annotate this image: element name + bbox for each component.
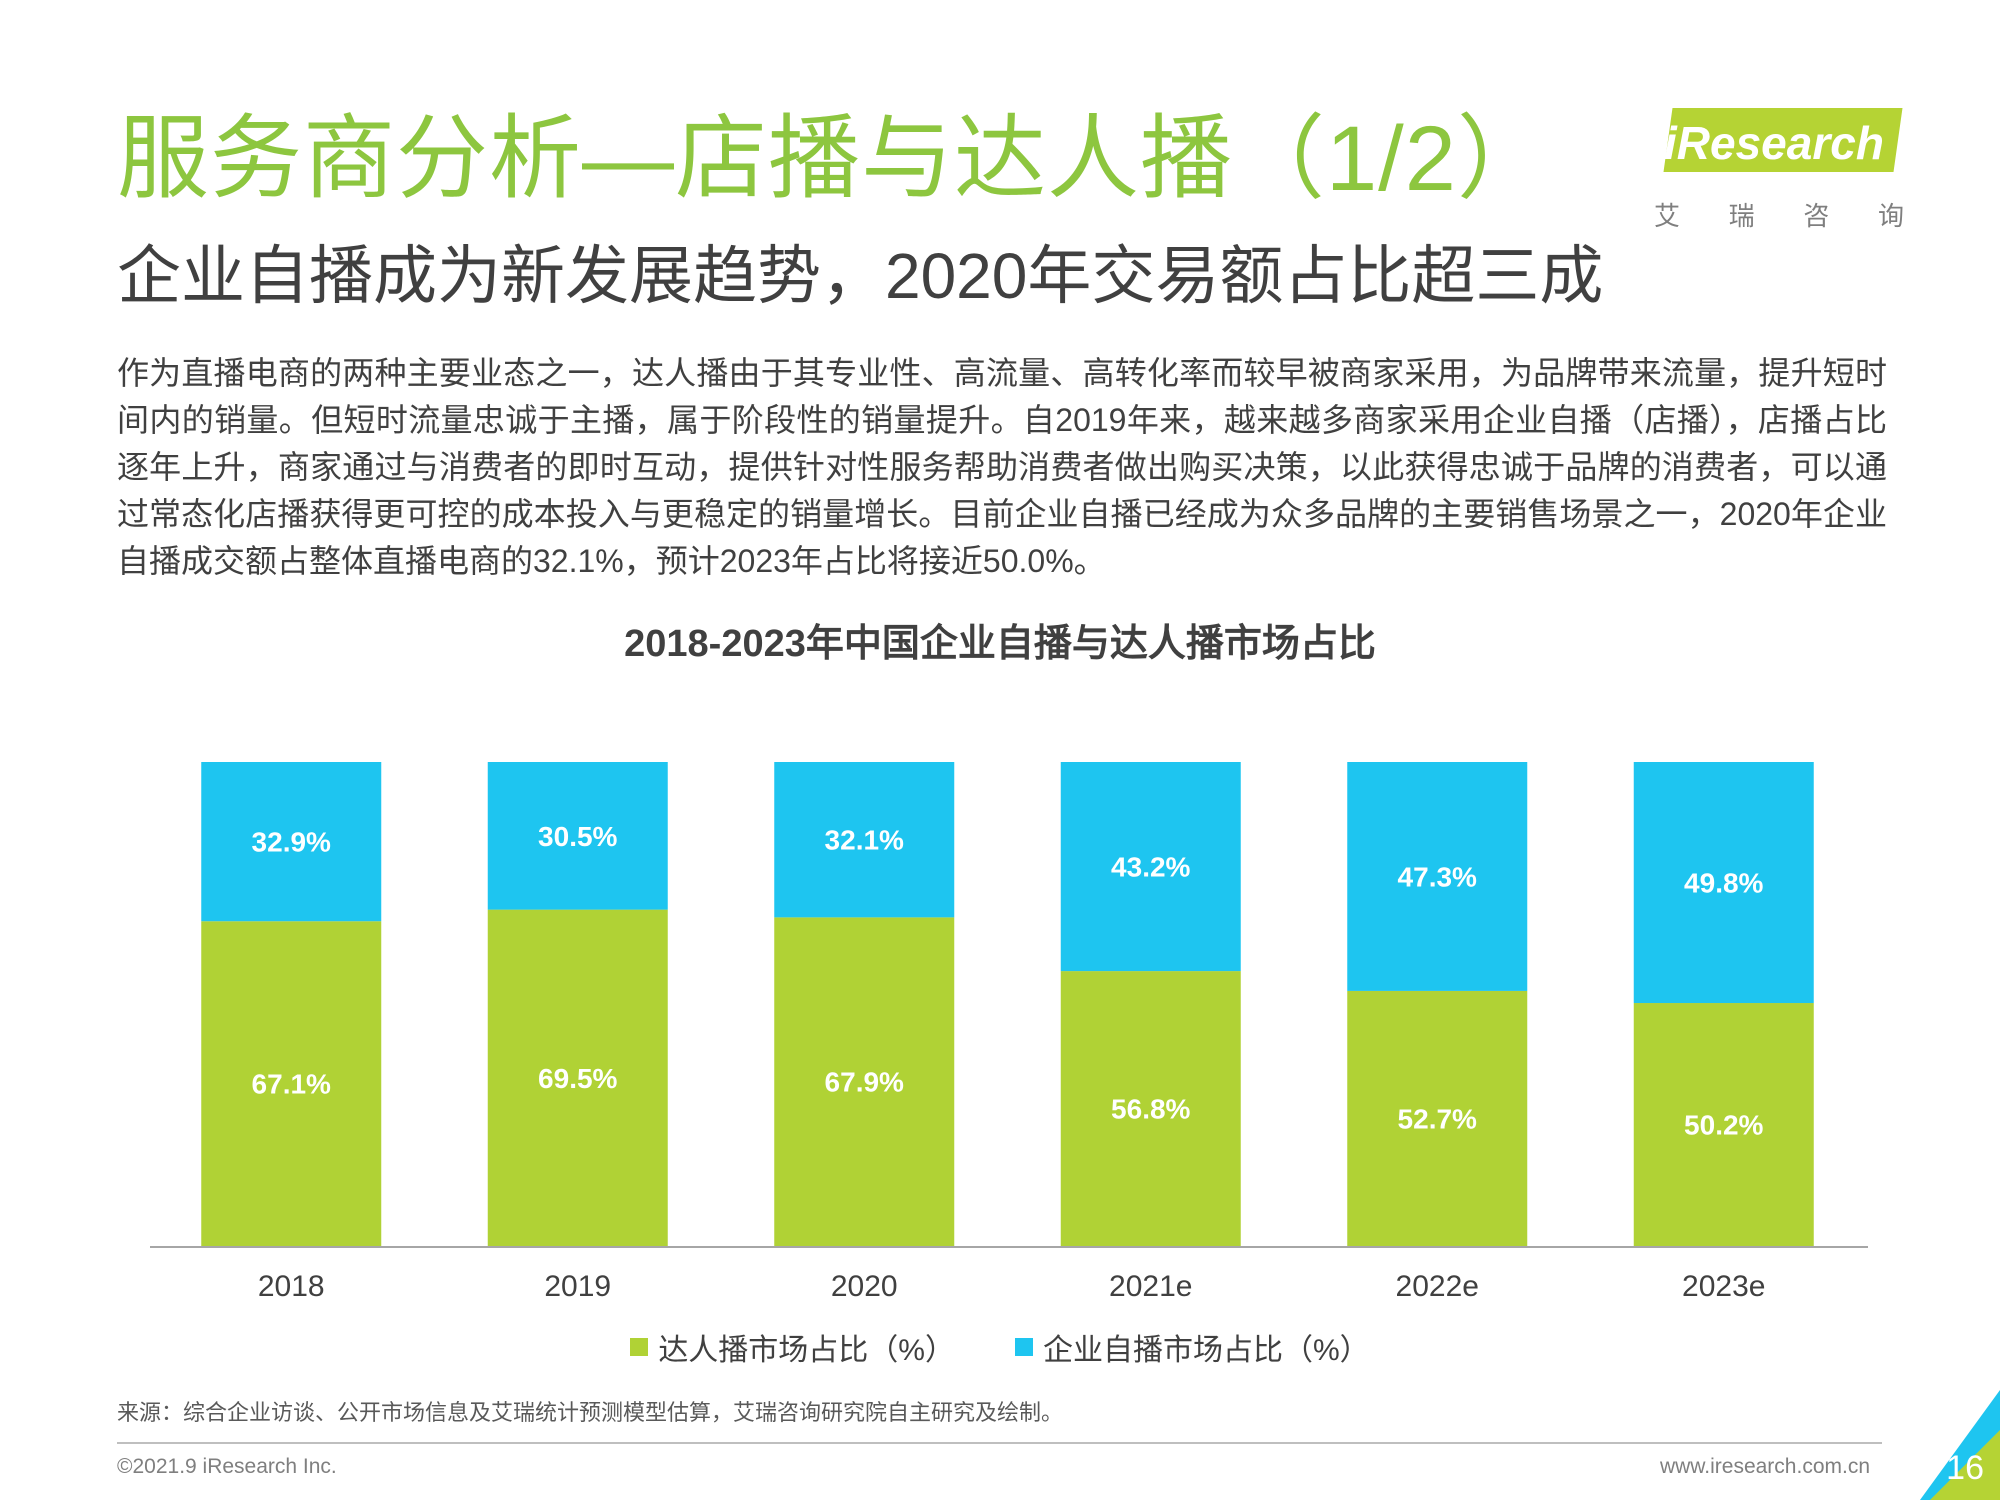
bar-segment-enterprise [201, 762, 382, 922]
source-note: 来源：综合企业访谈、公开市场信息及艾瑞统计预测模型估算，艾瑞咨询研究院自主研究及… [117, 1400, 1064, 1425]
legend-swatch-enterprise [1015, 1338, 1033, 1356]
x-tick-label: 2020 [831, 1270, 898, 1303]
bar-segment-influencer [1060, 971, 1241, 1246]
logo-subtitle-char: 咨 [1803, 201, 1830, 231]
bar-segment-enterprise [487, 762, 668, 910]
bar-segment-enterprise [1633, 762, 1814, 1004]
iresearch-logo: iResearch 艾 瑞 咨 询 [1650, 104, 1910, 234]
data-label: 56.8% [1111, 1094, 1190, 1125]
bar-segment-influencer [487, 909, 668, 1246]
data-label: 49.8% [1684, 868, 1763, 899]
data-label: 30.5% [538, 821, 617, 852]
chart-legend: 达人播市场占比（%） 企业自播市场占比（%） [0, 1325, 2000, 1369]
logo-subtitle-char: 询 [1877, 201, 1904, 231]
website-link[interactable]: www.iresearch.com.cn [1659, 1455, 1870, 1478]
page-title: 服务商分析—店播与达人播（1/2） [117, 108, 1550, 210]
bar-segment-influencer [774, 917, 955, 1246]
logo-name: iResearch [1664, 117, 1884, 169]
page-number: 16 [1946, 1449, 1984, 1487]
bar-segment-enterprise [1347, 762, 1528, 991]
body-paragraph: 作为直播电商的两种主要业态之一，达人播由于其专业性、高流量、高转化率而较早被商家… [117, 355, 1887, 579]
stacked-bar-chart: 67.1% 32.9% 2018 69.5% 30.5% 2019 67.9% 32.1% 20… [150, 762, 1868, 1303]
x-tick-label: 2021e [1109, 1270, 1192, 1303]
legend-item-enterprise: 企业自播市场占比（%） [1015, 1325, 1370, 1369]
logo-subtitle: 艾 瑞 咨 询 [1654, 196, 1904, 233]
x-tick-label: 2022e [1396, 1270, 1479, 1303]
data-label: 43.2% [1111, 852, 1190, 883]
data-label: 67.9% [825, 1067, 904, 1098]
bar-segment-enterprise [774, 762, 955, 918]
data-label: 52.7% [1398, 1103, 1477, 1134]
logo-subtitle-char: 艾 [1654, 201, 1681, 231]
data-label: 32.9% [252, 827, 331, 858]
data-label: 32.1% [825, 825, 904, 856]
bar-segment-influencer [201, 921, 382, 1246]
data-label: 47.3% [1398, 861, 1477, 892]
legend-swatch-influencer [630, 1338, 649, 1356]
x-tick-label: 2019 [544, 1270, 611, 1303]
page-subtitle: 企业自播成为新发展趋势，2020年交易额占比超三成 [117, 240, 1604, 312]
corner-decoration [1920, 1390, 2000, 1500]
legend-label-influencer: 达人播市场占比（%） [658, 1334, 955, 1367]
x-tick-label: 2023e [1682, 1270, 1765, 1303]
chart-title: 2018-2023年中国企业自播与达人播市场占比 [624, 623, 1376, 665]
copyright: ©2021.9 iResearch Inc. [117, 1455, 337, 1478]
logo-subtitle-char: 瑞 [1728, 201, 1755, 231]
legend-label-enterprise: 企业自播市场占比（%） [1043, 1334, 1370, 1367]
x-tick-label: 2018 [258, 1270, 325, 1303]
data-label: 69.5% [538, 1063, 617, 1094]
data-label: 50.2% [1684, 1110, 1763, 1141]
legend-item-influencer: 达人播市场占比（%） [630, 1325, 955, 1369]
bar-segment-enterprise [1060, 762, 1241, 972]
bar-segment-influencer [1347, 990, 1528, 1246]
bar-segment-influencer [1633, 1003, 1814, 1246]
corner-green-triangle [1930, 1430, 2000, 1500]
footer-divider [117, 1442, 1882, 1444]
data-label: 67.1% [252, 1069, 331, 1100]
